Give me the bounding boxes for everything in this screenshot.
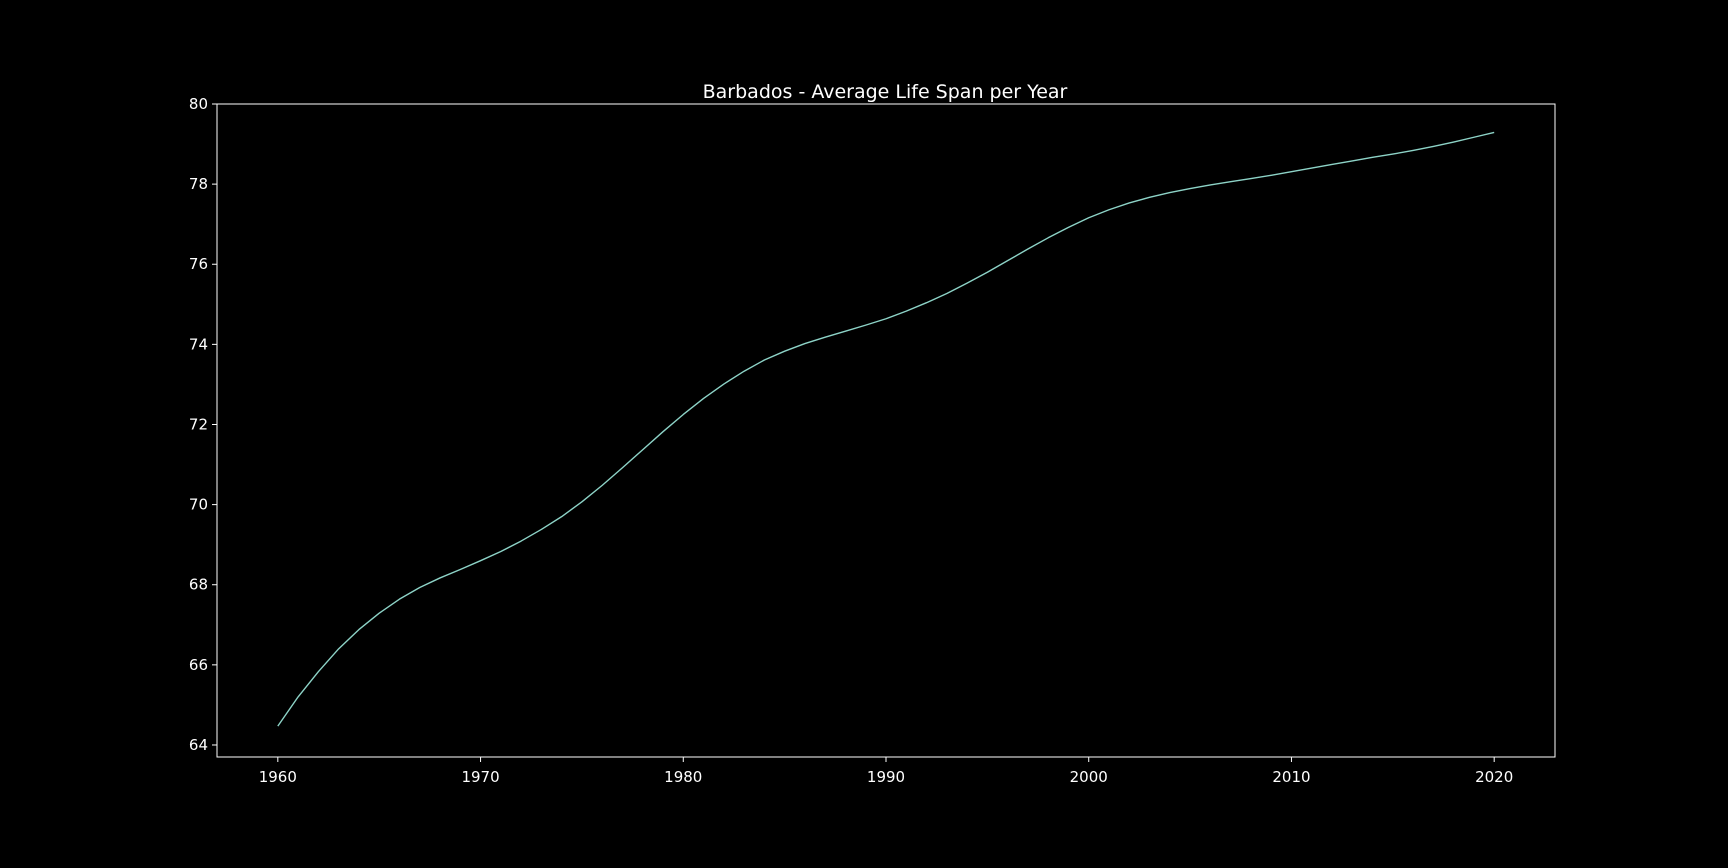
y-tick-label: 74 xyxy=(189,335,208,353)
x-tick-label: 1970 xyxy=(461,768,499,786)
x-tick-label: 1960 xyxy=(259,768,297,786)
x-tick-label: 2010 xyxy=(1272,768,1310,786)
y-tick-label: 70 xyxy=(189,496,208,514)
x-tick-label: 1990 xyxy=(867,768,905,786)
y-tick-label: 72 xyxy=(189,415,208,433)
x-axis: 1960 1970 1980 1990 2000 2010 2020 xyxy=(259,757,1513,786)
plot-area xyxy=(277,131,1495,727)
y-tick-label: 78 xyxy=(189,175,208,193)
x-tick-label: 2000 xyxy=(1070,768,1108,786)
y-axis: 64 66 68 70 72 74 76 78 80 xyxy=(189,95,217,754)
x-tick-label: 2020 xyxy=(1475,768,1513,786)
y-tick-label: 66 xyxy=(189,656,208,674)
y-tick-label: 80 xyxy=(189,95,208,113)
x-tick-label: 1980 xyxy=(664,768,702,786)
series-line xyxy=(277,131,1495,727)
axes-frame xyxy=(216,103,1556,758)
y-tick-label: 64 xyxy=(189,736,208,754)
y-tick-label: 76 xyxy=(189,255,208,273)
y-tick-label: 68 xyxy=(189,576,208,594)
chart-title: Barbados - Average Life Span per Year xyxy=(703,81,1068,103)
